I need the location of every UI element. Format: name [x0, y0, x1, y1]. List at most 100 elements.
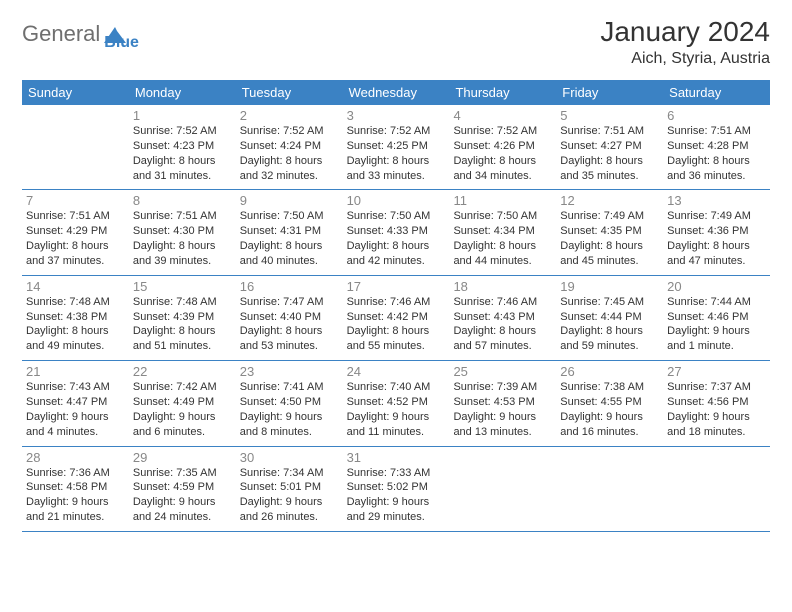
calendar-week: 14Sunrise: 7:48 AMSunset: 4:38 PMDayligh… — [22, 276, 770, 361]
calendar-day: 3Sunrise: 7:52 AMSunset: 4:25 PMDaylight… — [343, 105, 450, 189]
location: Aich, Styria, Austria — [600, 50, 770, 68]
calendar-day: 11Sunrise: 7:50 AMSunset: 4:34 PMDayligh… — [449, 190, 556, 274]
calendar-day: 29Sunrise: 7:35 AMSunset: 4:59 PMDayligh… — [129, 447, 236, 531]
day-details: Sunrise: 7:44 AMSunset: 4:46 PMDaylight:… — [667, 295, 766, 354]
dow-thu: Thursday — [449, 80, 556, 105]
day-details: Sunrise: 7:50 AMSunset: 4:33 PMDaylight:… — [347, 209, 446, 268]
day-number: 27 — [667, 364, 766, 379]
day-number: 11 — [453, 193, 552, 208]
day-number: 13 — [667, 193, 766, 208]
day-details: Sunrise: 7:52 AMSunset: 4:23 PMDaylight:… — [133, 124, 232, 183]
calendar-empty-cell — [22, 105, 129, 189]
day-number: 2 — [240, 108, 339, 123]
dow-sun: Sunday — [22, 80, 129, 105]
day-number: 1 — [133, 108, 232, 123]
day-number: 20 — [667, 279, 766, 294]
day-details: Sunrise: 7:42 AMSunset: 4:49 PMDaylight:… — [133, 380, 232, 439]
day-details: Sunrise: 7:51 AMSunset: 4:27 PMDaylight:… — [560, 124, 659, 183]
calendar-day: 22Sunrise: 7:42 AMSunset: 4:49 PMDayligh… — [129, 361, 236, 445]
dow-wed: Wednesday — [343, 80, 450, 105]
calendar-day: 4Sunrise: 7:52 AMSunset: 4:26 PMDaylight… — [449, 105, 556, 189]
day-number: 7 — [26, 193, 125, 208]
day-details: Sunrise: 7:48 AMSunset: 4:38 PMDaylight:… — [26, 295, 125, 354]
calendar-day: 9Sunrise: 7:50 AMSunset: 4:31 PMDaylight… — [236, 190, 343, 274]
calendar-day: 15Sunrise: 7:48 AMSunset: 4:39 PMDayligh… — [129, 276, 236, 360]
day-details: Sunrise: 7:51 AMSunset: 4:28 PMDaylight:… — [667, 124, 766, 183]
day-details: Sunrise: 7:37 AMSunset: 4:56 PMDaylight:… — [667, 380, 766, 439]
logo: General Blue — [22, 16, 139, 52]
calendar-week: 21Sunrise: 7:43 AMSunset: 4:47 PMDayligh… — [22, 361, 770, 446]
day-details: Sunrise: 7:47 AMSunset: 4:40 PMDaylight:… — [240, 295, 339, 354]
calendar-day: 18Sunrise: 7:46 AMSunset: 4:43 PMDayligh… — [449, 276, 556, 360]
day-details: Sunrise: 7:46 AMSunset: 4:42 PMDaylight:… — [347, 295, 446, 354]
day-number: 30 — [240, 450, 339, 465]
day-details: Sunrise: 7:35 AMSunset: 4:59 PMDaylight:… — [133, 466, 232, 525]
calendar-day: 7Sunrise: 7:51 AMSunset: 4:29 PMDaylight… — [22, 190, 129, 274]
calendar-day: 8Sunrise: 7:51 AMSunset: 4:30 PMDaylight… — [129, 190, 236, 274]
calendar-day: 31Sunrise: 7:33 AMSunset: 5:02 PMDayligh… — [343, 447, 450, 531]
day-number: 24 — [347, 364, 446, 379]
day-number: 4 — [453, 108, 552, 123]
day-details: Sunrise: 7:39 AMSunset: 4:53 PMDaylight:… — [453, 380, 552, 439]
calendar-day: 24Sunrise: 7:40 AMSunset: 4:52 PMDayligh… — [343, 361, 450, 445]
day-details: Sunrise: 7:52 AMSunset: 4:26 PMDaylight:… — [453, 124, 552, 183]
calendar-empty-cell — [663, 447, 770, 531]
day-number: 6 — [667, 108, 766, 123]
day-number: 12 — [560, 193, 659, 208]
dow-row: Sunday Monday Tuesday Wednesday Thursday… — [22, 80, 770, 105]
calendar-day: 5Sunrise: 7:51 AMSunset: 4:27 PMDaylight… — [556, 105, 663, 189]
day-number: 19 — [560, 279, 659, 294]
day-details: Sunrise: 7:50 AMSunset: 4:31 PMDaylight:… — [240, 209, 339, 268]
day-number: 29 — [133, 450, 232, 465]
calendar: Sunday Monday Tuesday Wednesday Thursday… — [22, 80, 770, 532]
day-number: 10 — [347, 193, 446, 208]
day-number: 5 — [560, 108, 659, 123]
calendar-empty-cell — [556, 447, 663, 531]
header: General Blue January 2024 Aich, Styria, … — [22, 16, 770, 68]
day-details: Sunrise: 7:49 AMSunset: 4:36 PMDaylight:… — [667, 209, 766, 268]
calendar-day: 17Sunrise: 7:46 AMSunset: 4:42 PMDayligh… — [343, 276, 450, 360]
calendar-day: 27Sunrise: 7:37 AMSunset: 4:56 PMDayligh… — [663, 361, 770, 445]
calendar-day: 23Sunrise: 7:41 AMSunset: 4:50 PMDayligh… — [236, 361, 343, 445]
calendar-day: 12Sunrise: 7:49 AMSunset: 4:35 PMDayligh… — [556, 190, 663, 274]
day-details: Sunrise: 7:38 AMSunset: 4:55 PMDaylight:… — [560, 380, 659, 439]
day-details: Sunrise: 7:49 AMSunset: 4:35 PMDaylight:… — [560, 209, 659, 268]
calendar-day: 30Sunrise: 7:34 AMSunset: 5:01 PMDayligh… — [236, 447, 343, 531]
day-number: 23 — [240, 364, 339, 379]
day-details: Sunrise: 7:48 AMSunset: 4:39 PMDaylight:… — [133, 295, 232, 354]
day-number: 14 — [26, 279, 125, 294]
title-block: January 2024 Aich, Styria, Austria — [600, 16, 770, 68]
calendar-week: 1Sunrise: 7:52 AMSunset: 4:23 PMDaylight… — [22, 105, 770, 190]
dow-mon: Monday — [129, 80, 236, 105]
calendar-week: 28Sunrise: 7:36 AMSunset: 4:58 PMDayligh… — [22, 447, 770, 532]
dow-sat: Saturday — [663, 80, 770, 105]
calendar-day: 16Sunrise: 7:47 AMSunset: 4:40 PMDayligh… — [236, 276, 343, 360]
day-details: Sunrise: 7:36 AMSunset: 4:58 PMDaylight:… — [26, 466, 125, 525]
calendar-day: 19Sunrise: 7:45 AMSunset: 4:44 PMDayligh… — [556, 276, 663, 360]
day-details: Sunrise: 7:45 AMSunset: 4:44 PMDaylight:… — [560, 295, 659, 354]
month-title: January 2024 — [600, 16, 770, 48]
logo-text-blue: Blue — [104, 34, 139, 52]
calendar-day: 28Sunrise: 7:36 AMSunset: 4:58 PMDayligh… — [22, 447, 129, 531]
day-number: 31 — [347, 450, 446, 465]
day-number: 25 — [453, 364, 552, 379]
day-number: 3 — [347, 108, 446, 123]
day-details: Sunrise: 7:51 AMSunset: 4:29 PMDaylight:… — [26, 209, 125, 268]
calendar-day: 1Sunrise: 7:52 AMSunset: 4:23 PMDaylight… — [129, 105, 236, 189]
calendar-day: 2Sunrise: 7:52 AMSunset: 4:24 PMDaylight… — [236, 105, 343, 189]
calendar-week: 7Sunrise: 7:51 AMSunset: 4:29 PMDaylight… — [22, 190, 770, 275]
day-number: 15 — [133, 279, 232, 294]
day-details: Sunrise: 7:41 AMSunset: 4:50 PMDaylight:… — [240, 380, 339, 439]
calendar-day: 10Sunrise: 7:50 AMSunset: 4:33 PMDayligh… — [343, 190, 450, 274]
day-details: Sunrise: 7:52 AMSunset: 4:25 PMDaylight:… — [347, 124, 446, 183]
calendar-day: 26Sunrise: 7:38 AMSunset: 4:55 PMDayligh… — [556, 361, 663, 445]
day-number: 9 — [240, 193, 339, 208]
day-number: 18 — [453, 279, 552, 294]
calendar-day: 25Sunrise: 7:39 AMSunset: 4:53 PMDayligh… — [449, 361, 556, 445]
calendar-day: 14Sunrise: 7:48 AMSunset: 4:38 PMDayligh… — [22, 276, 129, 360]
logo-text-general: General — [22, 21, 100, 47]
day-number: 21 — [26, 364, 125, 379]
day-number: 26 — [560, 364, 659, 379]
dow-fri: Friday — [556, 80, 663, 105]
day-details: Sunrise: 7:43 AMSunset: 4:47 PMDaylight:… — [26, 380, 125, 439]
